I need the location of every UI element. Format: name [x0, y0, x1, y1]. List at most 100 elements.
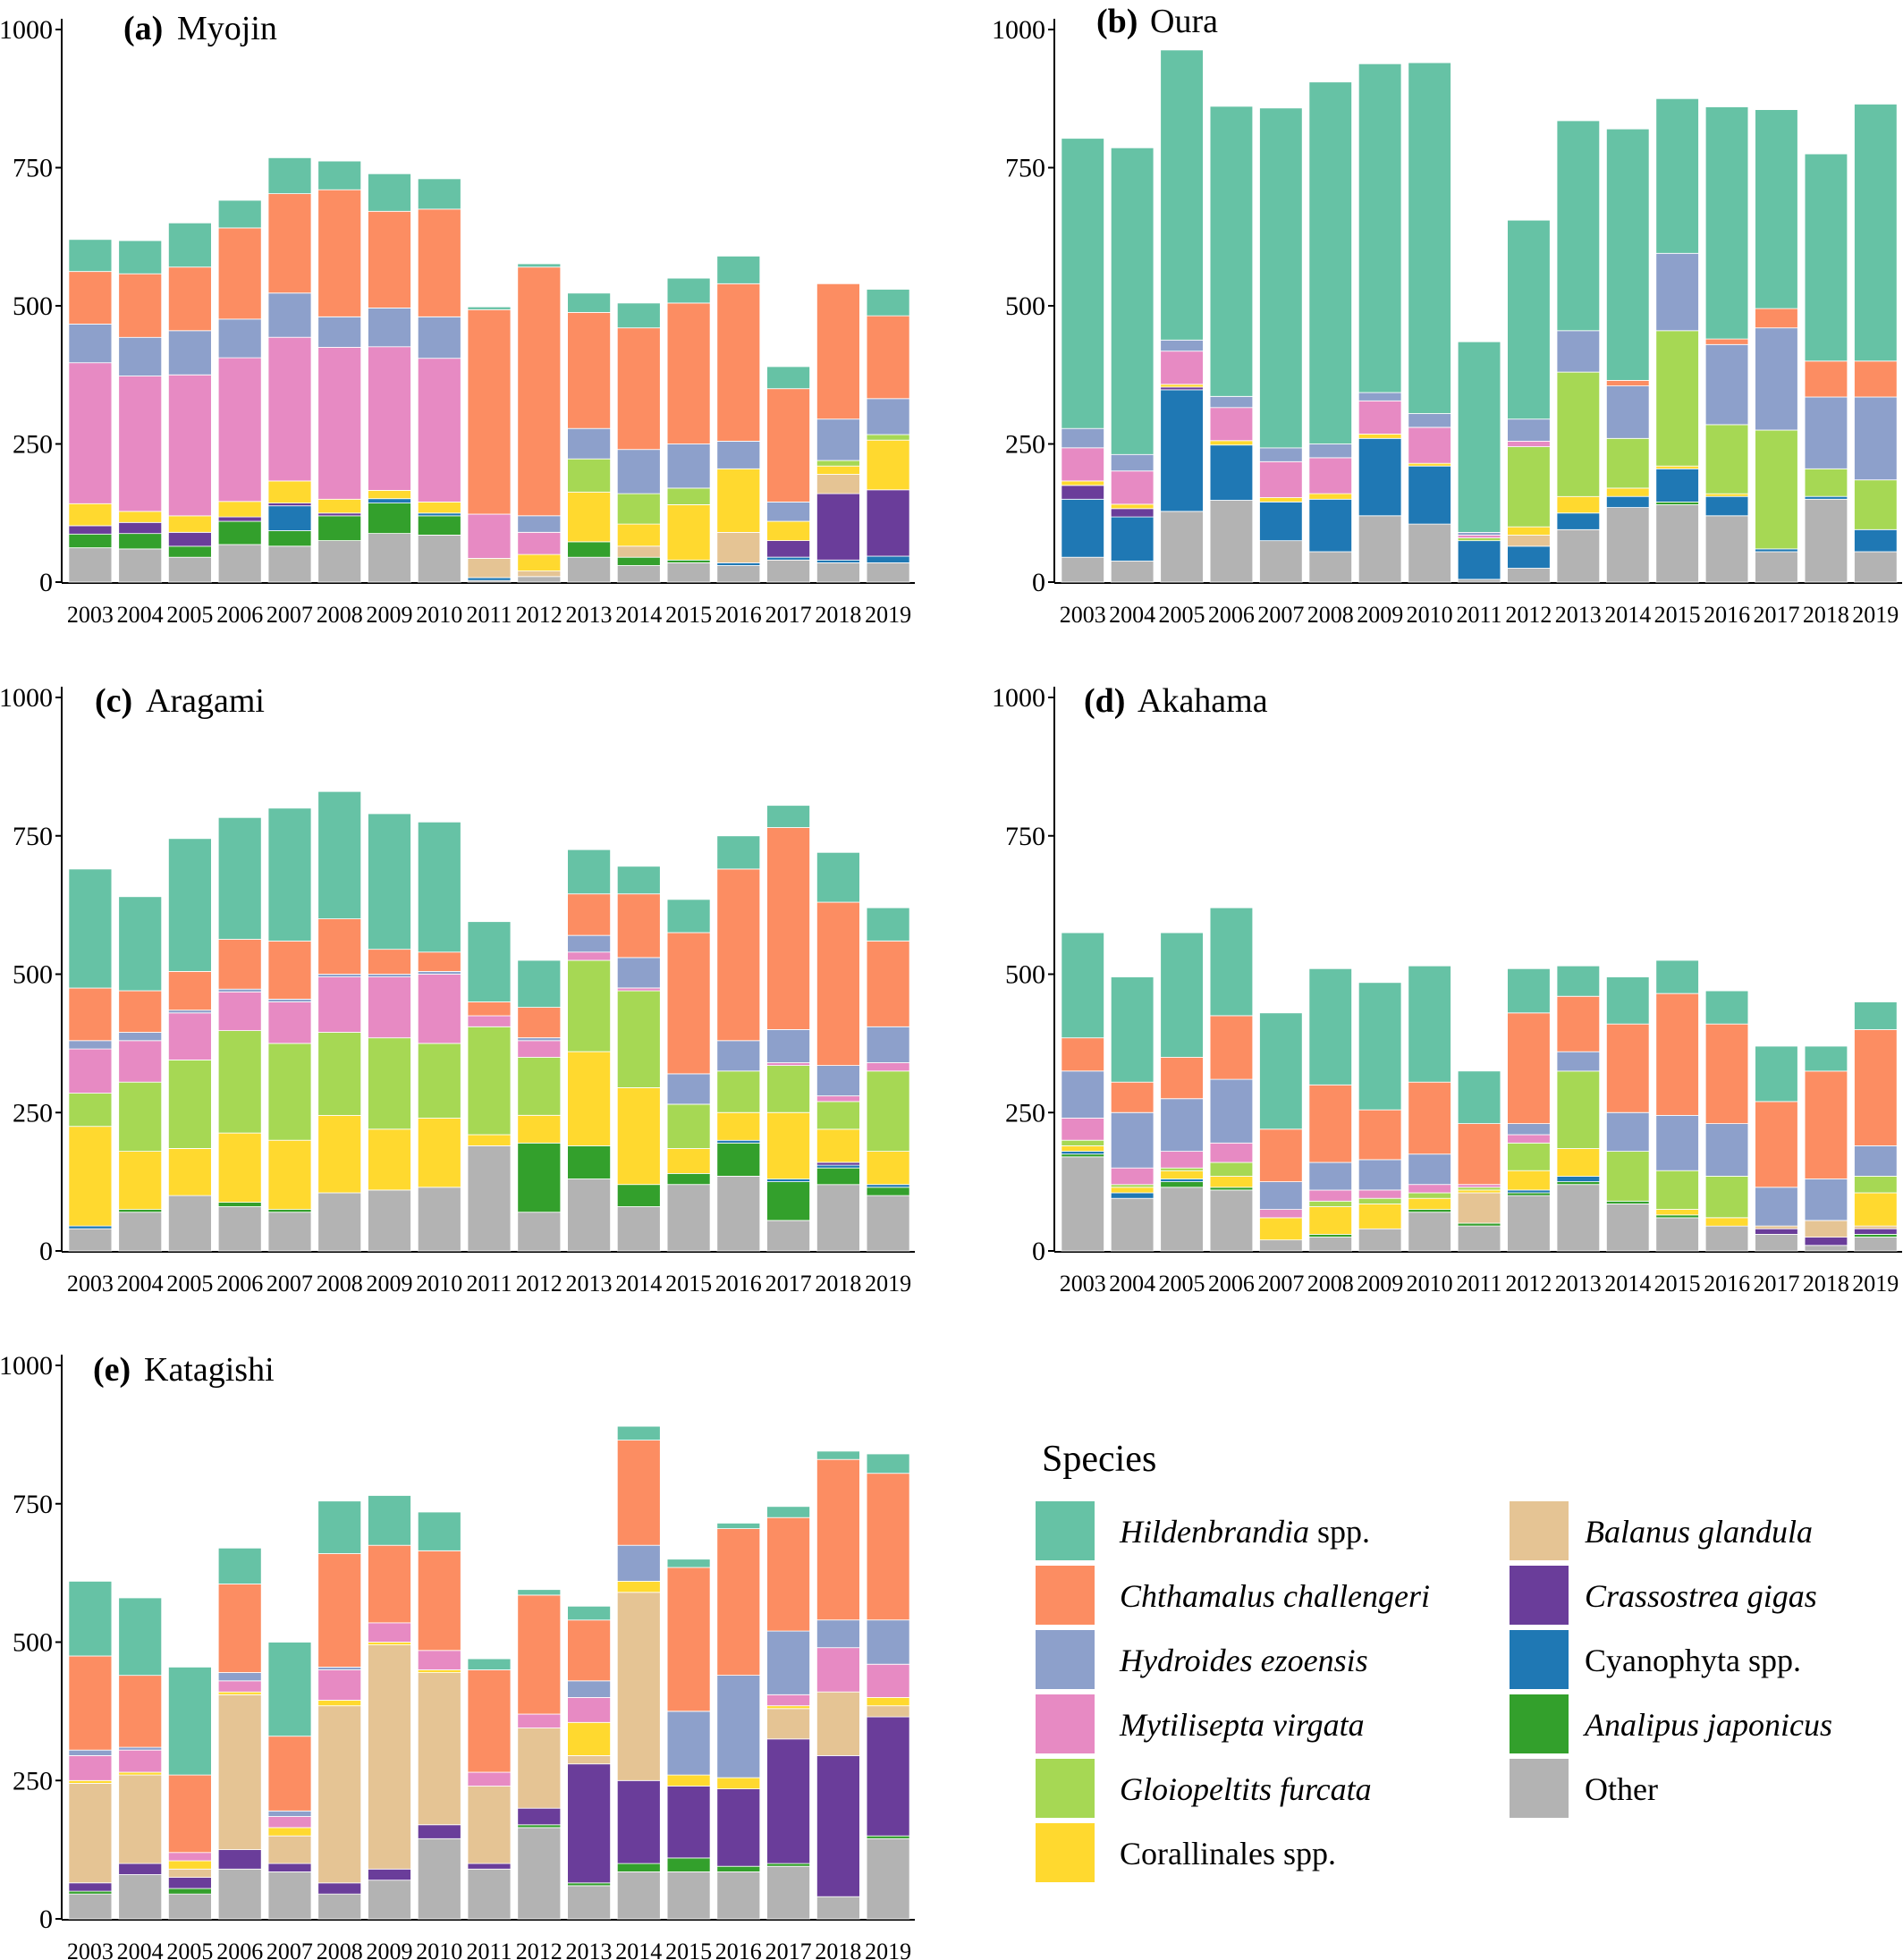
bar-segment-myt-2012 — [517, 532, 562, 555]
bar-segment-myt-2005 — [167, 1012, 212, 1060]
bar-segment-hyd-2015 — [666, 1711, 711, 1776]
bar-segment-hyd-2006 — [217, 318, 262, 359]
x-tick-label: 2014 — [1604, 602, 1651, 628]
x-tick-label: 2003 — [1060, 602, 1106, 628]
bar-segment-hil-2015 — [1655, 97, 1699, 254]
bar-segment-chth-2007 — [267, 941, 312, 1000]
bar-segment-cya-2013 — [1556, 512, 1601, 530]
bar-segment-hil-2003 — [1061, 138, 1105, 429]
bar-segment-oth-2012 — [517, 1827, 562, 1920]
bar-segment-hyd-2019 — [866, 398, 910, 435]
panel-d-tag: (d) — [1084, 682, 1125, 720]
legend-swatch-hil — [1036, 1501, 1095, 1560]
bar-segment-ana-2014 — [616, 1184, 661, 1207]
x-tick-label: 2017 — [765, 1271, 812, 1297]
bar-segment-hyd-2013 — [1556, 1051, 1601, 1072]
bar-segment-hyd-2018 — [1804, 396, 1848, 469]
x-tick-label: 2019 — [865, 1939, 911, 1960]
bar-segment-hyd-2008 — [317, 316, 362, 348]
x-tick-label: 2004 — [117, 1271, 164, 1297]
bar-segment-hil-2012 — [517, 1589, 562, 1596]
bar-segment-myt-2012 — [1507, 1134, 1551, 1144]
x-tick-label: 2005 — [1159, 602, 1205, 628]
y-tick-label: 750 — [13, 1490, 53, 1519]
legend-swatch-oth — [1510, 1759, 1569, 1818]
bar-segment-myt-2008 — [317, 1669, 362, 1701]
bar-segment-hyd-2015 — [666, 1073, 711, 1105]
bar-segment-ana-2015 — [666, 1172, 711, 1186]
bar-segment-cra-2018 — [1804, 1237, 1848, 1246]
bar-segment-cor-2006 — [217, 501, 262, 518]
x-tick-label: 2007 — [266, 602, 313, 628]
x-tick-label: 2012 — [1505, 602, 1552, 628]
bar-segment-glo-2008 — [1308, 1200, 1353, 1207]
bar-segment-chth-2006 — [1209, 1015, 1254, 1080]
bar-segment-cor-2010 — [1408, 1197, 1451, 1210]
bar-segment-cya-2009 — [368, 498, 411, 504]
bar-segment-chth-2013 — [567, 311, 611, 429]
bar-segment-glo-2009 — [1357, 1197, 1402, 1204]
bar-segment-hyd-2010 — [417, 316, 461, 359]
bar-segment-hil-2005 — [1160, 932, 1204, 1058]
bar-segment-oth-2005 — [167, 1195, 212, 1252]
bar-segment-glo-2019 — [866, 1070, 910, 1153]
bar-segment-myt-2005 — [1160, 1151, 1204, 1169]
y-tick-label: 750 — [1005, 154, 1045, 183]
bar-segment-ana-2008 — [317, 515, 362, 541]
bar-segment-myt-2018 — [816, 1095, 860, 1102]
y-tick-label: 500 — [13, 1628, 53, 1658]
bar-segment-myt-2009 — [368, 346, 411, 491]
bar-segment-hyd-2009 — [368, 308, 411, 348]
bar-segment-cor-2008 — [317, 1114, 362, 1194]
x-tick-label: 2019 — [1852, 602, 1899, 628]
bar-segment-ana-2004 — [118, 533, 163, 550]
bar-segment-glo-2005 — [1160, 1167, 1204, 1171]
bar-segment-hil-2019 — [866, 907, 910, 942]
x-tick-label: 2013 — [1555, 1271, 1602, 1297]
bar-segment-cra-2008 — [317, 1882, 362, 1895]
y-tick-label: 750 — [13, 822, 53, 851]
x-tick-label: 2010 — [416, 1939, 462, 1960]
bar-segment-hyd-2004 — [118, 336, 163, 376]
bar-segment-glo-2019 — [1854, 1176, 1898, 1194]
bar-segment-oth-2019 — [866, 562, 910, 583]
legend-swatch-glo — [1036, 1759, 1095, 1818]
x-tick-label: 2003 — [67, 1939, 114, 1960]
bar-segment-oth-2014 — [1606, 1204, 1650, 1252]
bar-segment-chth-2013 — [567, 893, 611, 936]
x-tick-label: 2003 — [67, 602, 114, 628]
bar-segment-myt-2005 — [167, 374, 212, 517]
bar-segment-oth-2006 — [1209, 1189, 1254, 1252]
x-tick-label: 2007 — [1257, 602, 1304, 628]
bar-segment-chth-2006 — [217, 939, 262, 990]
bar-segment-cor-2019 — [866, 1151, 910, 1186]
bar-segment-cya-2010 — [417, 512, 461, 517]
bar-segment-chth-2008 — [1308, 1084, 1353, 1163]
bar-segment-cor-2018 — [816, 1128, 860, 1163]
x-tick-label: 2007 — [266, 1939, 313, 1960]
bar-segment-oth-2007 — [267, 1212, 312, 1252]
bar-segment-ana-2003 — [68, 1890, 113, 1895]
x-tick-label: 2019 — [1852, 1271, 1899, 1297]
bar-segment-bal-2016 — [716, 532, 761, 563]
bar-segment-oth-2019 — [866, 1838, 910, 1920]
bar-segment-cor-2007 — [267, 1827, 312, 1837]
bar-segment-myt-2007 — [267, 336, 312, 482]
panel-e-katagishi: (e) Katagishi 0 250 500 750 1000 2003 2004 2005… — [0, 1351, 915, 1960]
bar-segment-oth-2009 — [368, 533, 411, 583]
bar-segment-myt-2003 — [68, 362, 113, 504]
bar-segment-cor-2013 — [1556, 495, 1601, 514]
bar-segment-chth-2018 — [816, 901, 860, 1067]
bar-segment-hyd-2019 — [866, 1026, 910, 1063]
x-tick-label: 2014 — [615, 1271, 662, 1297]
bar-segment-bal-2019 — [866, 1705, 910, 1718]
bar-segment-hil-2016 — [1704, 990, 1749, 1025]
bar-segment-hyd-2017 — [1755, 327, 1798, 431]
bar-segment-cor-2009 — [368, 1128, 411, 1191]
bar-segment-glo-2016 — [1704, 424, 1749, 494]
bar-segment-cor-2016 — [716, 1111, 761, 1141]
bar-segment-cya-2012 — [1507, 545, 1551, 569]
bar-segment-cra-2007 — [267, 503, 312, 507]
bar-segment-hil-2016 — [716, 835, 761, 870]
